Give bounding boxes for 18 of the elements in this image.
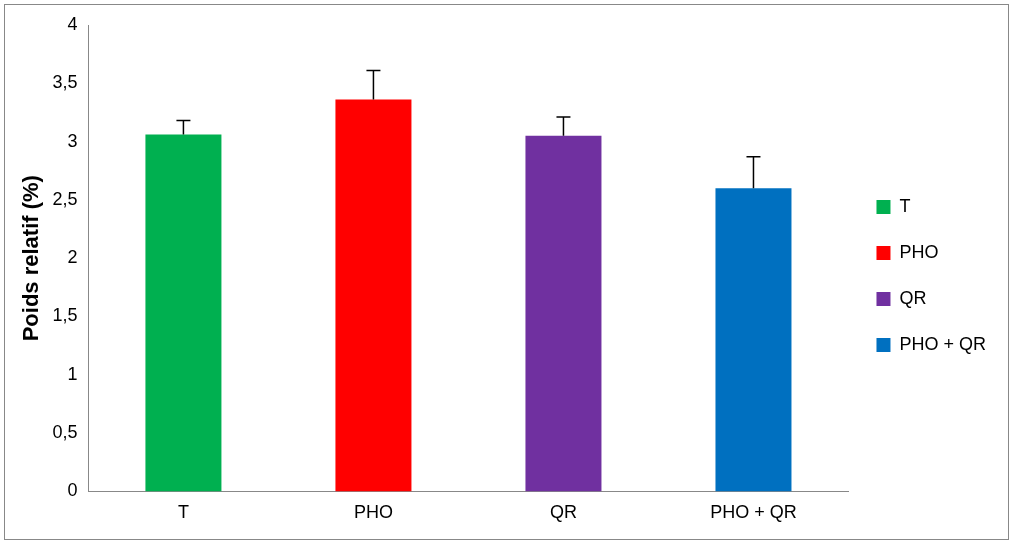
- y-tick-label: 0: [67, 480, 78, 501]
- x-tick-label: QR: [549, 502, 577, 523]
- y-tick-label: 2,5: [52, 188, 78, 209]
- y-tick-label: 3: [67, 130, 78, 151]
- legend-label: T: [899, 195, 911, 216]
- legend-label: PHO: [899, 241, 939, 262]
- y-tick-label: 0,5: [52, 422, 78, 443]
- legend-label: PHO + QR: [899, 333, 987, 354]
- y-tick-label: 1,5: [52, 305, 78, 326]
- y-tick-label: 2: [67, 247, 78, 268]
- y-tick-label: 4: [67, 13, 78, 34]
- x-tick-label: T: [177, 502, 189, 523]
- legend-label: QR: [899, 287, 927, 308]
- y-axis-title: Poids relatif (%): [18, 175, 44, 342]
- x-tick-label: PHO + QR: [710, 502, 797, 523]
- y-tick-label: 3,5: [52, 72, 78, 93]
- y-tick-label: 1: [67, 363, 78, 384]
- x-tick-label: PHO: [353, 502, 393, 523]
